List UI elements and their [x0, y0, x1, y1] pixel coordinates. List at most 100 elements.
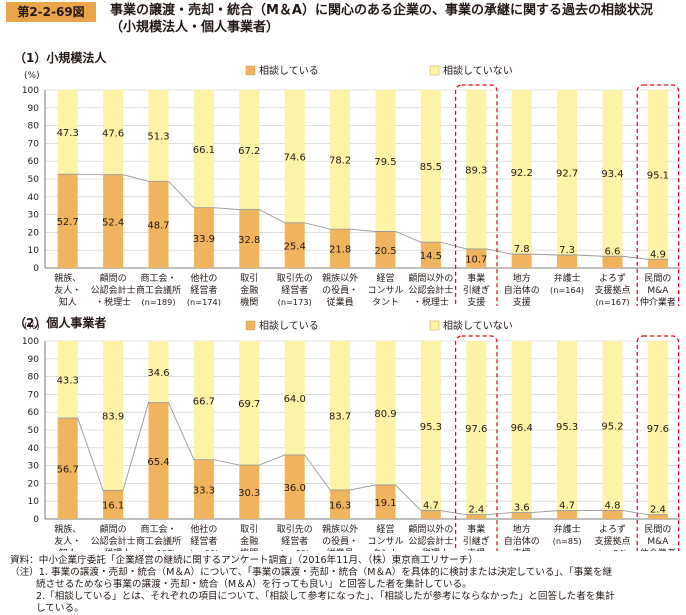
bar-not-consulted: [557, 90, 578, 256]
bar-not-consulted: [284, 90, 305, 223]
category-label: 従業員: [327, 547, 354, 551]
y-tick-label: 10: [28, 246, 40, 256]
bar-consulted: [557, 255, 578, 268]
figure-number: 第2-2-69図: [6, 2, 96, 22]
category-label: 事業: [467, 272, 485, 284]
category-label: 弁護士: [554, 523, 581, 535]
data-label-not-consulted: 43.3: [57, 376, 79, 387]
bar-consulted: [148, 181, 169, 268]
category-label: 金融: [240, 284, 258, 296]
data-label-not-consulted: 69.7: [238, 399, 260, 410]
y-tick-label: 100: [22, 337, 39, 347]
bar-not-consulted: [511, 341, 532, 513]
category-n-label: (n=85): [553, 536, 582, 546]
category-label: 経営者: [281, 535, 308, 547]
category-n-label: (n=89): [280, 548, 309, 551]
y-tick-label: 100: [22, 86, 39, 96]
bar-consulted: [284, 222, 305, 268]
data-label-not-consulted: 66.1: [193, 145, 215, 156]
chart-small-corporations: （1）小規模法人 (%) 相談している 相談していない 0 10 20 30 40 50 60 70 8…: [14, 50, 681, 306]
bar-not-consulted: [193, 341, 214, 460]
category-label: 知人: [59, 547, 77, 551]
data-label-consulted: 52.4: [102, 217, 124, 228]
bar-consulted: [420, 510, 441, 519]
category-n-label: (n=84): [598, 548, 627, 551]
y-tick-label: 70: [28, 139, 40, 149]
category-label: 支援拠点: [594, 535, 630, 547]
data-label-not-consulted: 83.7: [329, 411, 351, 422]
note-2-line2: している。: [36, 603, 84, 614]
category-label: 顧問の: [100, 272, 127, 284]
data-label-not-consulted: 64.0: [284, 394, 306, 405]
data-label-consulted: 36.0: [284, 483, 306, 494]
bar-not-consulted: [375, 341, 396, 486]
category-label: 公認会計士: [408, 284, 453, 296]
bar-not-consulted: [284, 341, 305, 455]
legend-label: 相談していない: [443, 64, 513, 77]
data-label-not-consulted: 47.3: [57, 128, 79, 139]
legend-swatch: [429, 320, 440, 331]
bar-not-consulted: [103, 90, 124, 175]
data-label-consulted: 14.5: [420, 251, 442, 262]
category-label: 民間の: [644, 273, 671, 284]
category-label: 商工会・: [140, 272, 176, 284]
y-tick-label: 0: [33, 264, 39, 274]
bar-not-consulted: [57, 341, 78, 419]
category-label: の役員・: [322, 535, 358, 547]
data-label-consulted: 65.4: [147, 457, 169, 468]
highlight-box: [636, 335, 680, 551]
category-label: の役員・: [322, 284, 358, 296]
y-tick-label: 30: [28, 462, 40, 472]
figure-notes: 資料：中小企業庁委託「企業経営の継続に関するアンケート調査」（2016年11月、…: [10, 555, 680, 615]
data-label-not-consulted: 51.3: [147, 132, 169, 143]
legend-label: 相談している: [259, 64, 319, 77]
y-axis-unit: (%): [24, 322, 40, 332]
data-label-consulted: 20.5: [374, 246, 396, 257]
category-label: 経営者: [190, 284, 217, 296]
bar-not-consulted: [193, 90, 214, 208]
category-label: ・税理士: [95, 296, 131, 306]
category-label: 支援: [467, 296, 485, 306]
bar-not-consulted: [420, 341, 441, 511]
figure-header: 第2-2-69図 事業の譲渡・売却・統合（M＆A）に関心のある企業の、事業の承継…: [6, 2, 682, 42]
category-label: 仲介業者: [640, 547, 676, 551]
bar-consulted: [375, 231, 396, 268]
category-label: 事業: [467, 523, 485, 535]
category-label: 経営: [376, 523, 394, 535]
data-label-consulted: 7.8: [514, 244, 530, 255]
legend-label: 相談している: [259, 319, 319, 332]
note-2-line1: 2.「相談している」とは、それぞれの項目について、「相談して参考になった」、「相…: [36, 591, 615, 602]
category-n-label: (n=189): [141, 297, 175, 306]
figure-title-line2: （小規模法人・個人事業者）: [110, 20, 280, 35]
category-label: 顧問以外の: [408, 523, 453, 535]
y-tick-label: 50: [28, 426, 40, 436]
figure-title: 事業の譲渡・売却・統合（M＆A）に関心のある企業の、事業の承継に関する過去の相談…: [110, 2, 682, 36]
data-label-not-consulted: 95.1: [647, 171, 669, 182]
bar-consulted: [511, 512, 532, 519]
y-axis-unit: (%): [24, 71, 40, 81]
data-label-not-consulted: 89.3: [465, 165, 487, 176]
category-label: 顧問以外の: [408, 272, 453, 284]
bar-not-consulted: [602, 90, 623, 257]
bar-consulted: [511, 254, 532, 268]
category-n-label: (n=90): [189, 548, 218, 551]
data-label-not-consulted: 34.6: [147, 368, 169, 379]
data-label-consulted: 30.3: [238, 488, 260, 499]
data-label-not-consulted: 78.2: [329, 156, 351, 167]
category-label: 親族以外: [322, 523, 358, 535]
note-1-line1: （注）1. 事業の譲渡・売却・統合（M＆A）について、「事業の譲渡・売却・統合（…: [10, 567, 613, 578]
data-label-not-consulted: 97.6: [465, 424, 487, 435]
y-tick-label: 60: [28, 157, 40, 167]
panel-label: （1）小規模法人: [14, 50, 107, 65]
y-tick-label: 70: [28, 390, 40, 400]
data-label-consulted: 32.8: [238, 235, 260, 246]
chart-sole-proprietors: （2）個人事業者(%) 相談している 相談していない 0 10 20 30 40 50 60 70 8…: [14, 315, 681, 551]
bar-consulted: [647, 259, 668, 268]
category-label: 取引先の: [277, 272, 313, 284]
data-label-consulted: 19.1: [374, 498, 396, 509]
bar-consulted: [375, 485, 396, 519]
series-connector-line: [57, 173, 668, 260]
y-tick-label: 90: [28, 104, 40, 114]
data-label-not-consulted: 92.7: [556, 169, 578, 180]
bar-consulted: [148, 402, 169, 519]
